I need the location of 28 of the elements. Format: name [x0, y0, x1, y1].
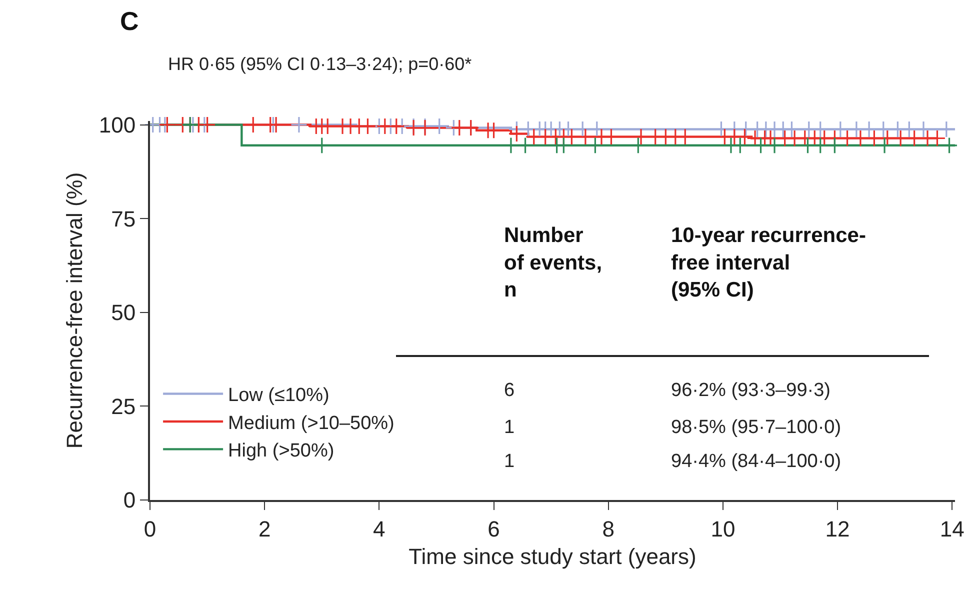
x-tick-label: 6: [488, 516, 500, 542]
annotation: 6: [504, 380, 515, 401]
y-tick-label: 0: [123, 488, 136, 513]
annotation: 98·5% (95·7–100·0): [671, 417, 842, 438]
x-tick-label: 4: [373, 516, 386, 542]
annotation: 10-year recurrence- free interval (95% CI): [671, 224, 866, 302]
x-tick-label: 12: [825, 516, 850, 542]
x-tick-label: 14: [940, 516, 964, 542]
y-tick-label: 100: [98, 112, 136, 138]
y-tick-label: 75: [111, 206, 136, 232]
legend-label: Low (≤10%): [228, 385, 330, 406]
annotation: 96·2% (93·3–99·3): [671, 380, 830, 401]
annotation: 1: [504, 417, 515, 438]
y-axis-title: Recurrence-free interval (%): [62, 172, 88, 449]
x-tick-label: 0: [144, 516, 156, 542]
x-tick-label: 8: [602, 516, 614, 542]
x-axis-title: Time since study start (years): [408, 544, 696, 569]
y-tick-label: 50: [111, 300, 136, 326]
legend-label: High (>50%): [228, 440, 334, 462]
x-tick-label: 2: [258, 516, 271, 542]
chart-subtitle: HR 0·65 (95% CI 0·13–3·24); p=0·60*: [168, 54, 472, 74]
chart-title: C: [120, 6, 139, 36]
annotation: Number of events, n: [504, 224, 602, 302]
x-tick-label: 10: [710, 516, 736, 542]
y-tick-label: 25: [111, 394, 136, 419]
legend-label: Medium (>10–50%): [228, 412, 394, 434]
annotation: 1: [504, 451, 515, 472]
annotation: 94·4% (84·4–100·0): [671, 451, 842, 472]
